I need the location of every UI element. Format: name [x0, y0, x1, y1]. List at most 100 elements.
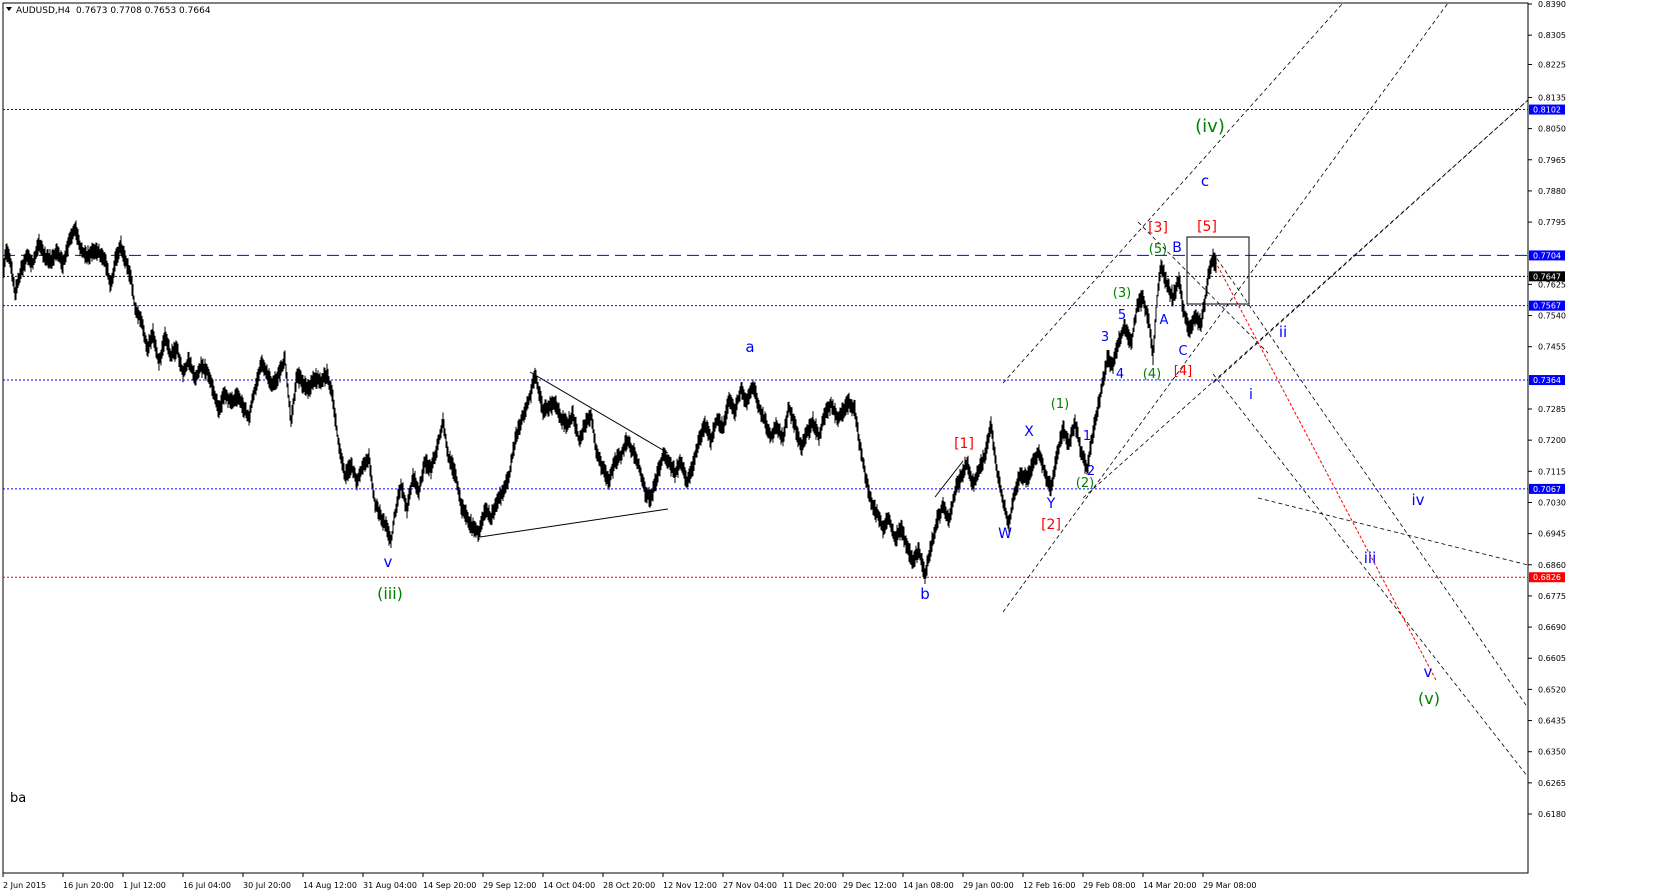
- level-tag-text-2: 0.7647: [1533, 272, 1561, 281]
- wave-label-29: b: [920, 585, 930, 603]
- wave-label-28: iii: [1364, 549, 1377, 567]
- channel-line-7: [1257, 497, 1529, 566]
- x-tick-label-6: 31 Aug 04:00: [363, 881, 417, 890]
- x-tick-label-3: 16 Jul 04:00: [183, 881, 231, 890]
- x-tick-label-7: 14 Sep 20:00: [423, 881, 476, 890]
- x-tick-label-5: 14 Aug 12:00: [303, 881, 357, 890]
- wave-label-30: (iii): [377, 584, 403, 603]
- y-tick-label-16: 0.6860: [1538, 561, 1566, 570]
- chart-drawings: [479, 236, 1250, 538]
- x-tick-label-8: 29 Sep 12:00: [483, 881, 536, 890]
- y-tick-label-8: 0.7625: [1538, 280, 1566, 289]
- level-tag-4: [1529, 375, 1565, 386]
- level-tag-text-4: 0.7364: [1533, 376, 1561, 385]
- y-tick-label-7: 0.7795: [1538, 218, 1566, 227]
- y-tick-label-0: 0.8390: [1538, 0, 1566, 9]
- y-tick-label-21: 0.6435: [1538, 717, 1566, 726]
- x-tick-label-1: 16 Jun 20:00: [63, 881, 114, 890]
- level-tag-text-5: 0.7067: [1533, 485, 1561, 494]
- y-tick-label-11: 0.7285: [1538, 405, 1566, 414]
- x-tick-label-18: 29 Feb 08:00: [1083, 881, 1135, 890]
- wave-label-13: 4: [1116, 367, 1124, 382]
- y-tick-label-18: 0.6690: [1538, 623, 1566, 632]
- channel-line-3: [1212, 99, 1529, 384]
- header-symbol: AUDUSD,H4: [16, 6, 71, 16]
- y-tick-label-15: 0.6945: [1538, 530, 1566, 539]
- x-tick-label-2: 1 Jul 12:00: [123, 881, 166, 890]
- wave-label-20: [1]: [954, 436, 974, 452]
- wave-label-21: 2: [1087, 464, 1095, 479]
- y-tick-label-24: 0.6180: [1538, 810, 1566, 819]
- y-tick-label-20: 0.6520: [1538, 685, 1566, 694]
- wave-label-9: 3: [1101, 330, 1109, 345]
- wave-label-31: v: [1424, 663, 1433, 681]
- y-tick-label-23: 0.6265: [1538, 779, 1566, 788]
- wave-label-11: ii: [1279, 323, 1287, 341]
- wave-label-23: Y: [1046, 496, 1056, 512]
- y-tick-label-6: 0.7880: [1538, 187, 1566, 196]
- wave-label-22: (2): [1076, 476, 1094, 491]
- x-tick-label-20: 29 Mar 08:00: [1203, 881, 1256, 890]
- x-tick-label-11: 12 Nov 12:00: [663, 881, 717, 890]
- dropdown-triangle-icon[interactable]: [6, 7, 12, 11]
- wave-label-26: W: [998, 526, 1012, 542]
- level-tag-text-3: 0.7567: [1533, 302, 1561, 311]
- level-tag-text-0: 0.8102: [1533, 106, 1561, 115]
- wave-label-27: v: [384, 553, 393, 571]
- x-tick-label-12: 27 Nov 04:00: [723, 881, 777, 890]
- x-tick-label-16: 29 Jan 00:00: [963, 881, 1014, 890]
- wave-label-15: [4]: [1174, 364, 1192, 379]
- level-tag-1: [1529, 250, 1565, 261]
- x-tick-label-0: 2 Jun 2015: [3, 881, 46, 890]
- wave-label-18: X: [1024, 424, 1034, 440]
- x-tick-label-9: 14 Oct 04:00: [543, 881, 595, 890]
- y-tick-label-2: 0.8225: [1538, 60, 1566, 69]
- level-tag-2: [1529, 271, 1565, 282]
- wave-label-12: C: [1178, 344, 1187, 359]
- y-tick-label-3: 0.8135: [1538, 93, 1566, 102]
- y-axis: 0.8390 0.8305 0.8225 0.8135 0.8050 0.7965 0.78…: [1528, 0, 1566, 819]
- y-tick-label-14: 0.7030: [1538, 498, 1566, 507]
- target-box: [1186, 236, 1250, 305]
- wave-label-10: a: [745, 338, 754, 356]
- wave-label-24: iv: [1411, 491, 1424, 509]
- wave-label-2: [3]: [1148, 220, 1168, 236]
- x-tick-label-4: 30 Jul 20:00: [243, 881, 291, 890]
- y-tick-label-13: 0.7115: [1538, 467, 1566, 476]
- price-series: [2, 220, 1217, 584]
- y-tick-label-17: 0.6775: [1538, 592, 1566, 601]
- wave-label-17: (1): [1051, 397, 1069, 412]
- level-tag-text-1: 0.7704: [1533, 251, 1561, 260]
- channel-line-6: [1212, 373, 1529, 778]
- y-tick-label-9: 0.7540: [1538, 312, 1566, 321]
- wave-1-line: [934, 460, 964, 498]
- y-tick-label-1: 0.8305: [1538, 31, 1566, 40]
- channel-line-0: [1002, 2, 1344, 384]
- wave-label-0: (iv): [1195, 116, 1225, 137]
- wave-label-4: (5): [1149, 242, 1167, 257]
- channel-line-4: [1137, 221, 1269, 354]
- wave-label-1: c: [1201, 172, 1209, 190]
- x-tick-label-10: 28 Oct 20:00: [603, 881, 655, 890]
- wave-label-7: 5: [1118, 308, 1126, 323]
- wave-label-5: B: [1172, 240, 1182, 256]
- x-tick-label-13: 11 Dec 20:00: [783, 881, 837, 890]
- x-axis: 2 Jun 2015 16 Jun 20:00 1 Jul 12:00 16 Jul …: [2, 873, 1256, 890]
- y-tick-label-4: 0.8050: [1538, 125, 1566, 134]
- level-tag-0: [1529, 104, 1565, 115]
- x-tick-label-17: 12 Feb 16:00: [1023, 881, 1075, 890]
- x-tick-label-14: 29 Dec 12:00: [843, 881, 897, 890]
- wave-label-32: (v): [1418, 689, 1440, 708]
- wave-label-25: [2]: [1041, 517, 1061, 533]
- triangle-upper-line: [529, 371, 669, 454]
- wave-label-8: A: [1160, 313, 1169, 328]
- horizontal-levels: 0.8102 0.7704 0.7647 0.7567 0.7364 0.7067 0.68…: [3, 104, 1565, 583]
- level-tag-text-6: 0.6826: [1533, 573, 1561, 582]
- price-bars: [2, 220, 1217, 584]
- plot-frame: [2, 2, 1529, 874]
- x-tick-label-15: 14 Jan 08:00: [903, 881, 954, 890]
- wave-label-19: 1: [1083, 429, 1091, 444]
- y-tick-label-10: 0.7455: [1538, 343, 1566, 352]
